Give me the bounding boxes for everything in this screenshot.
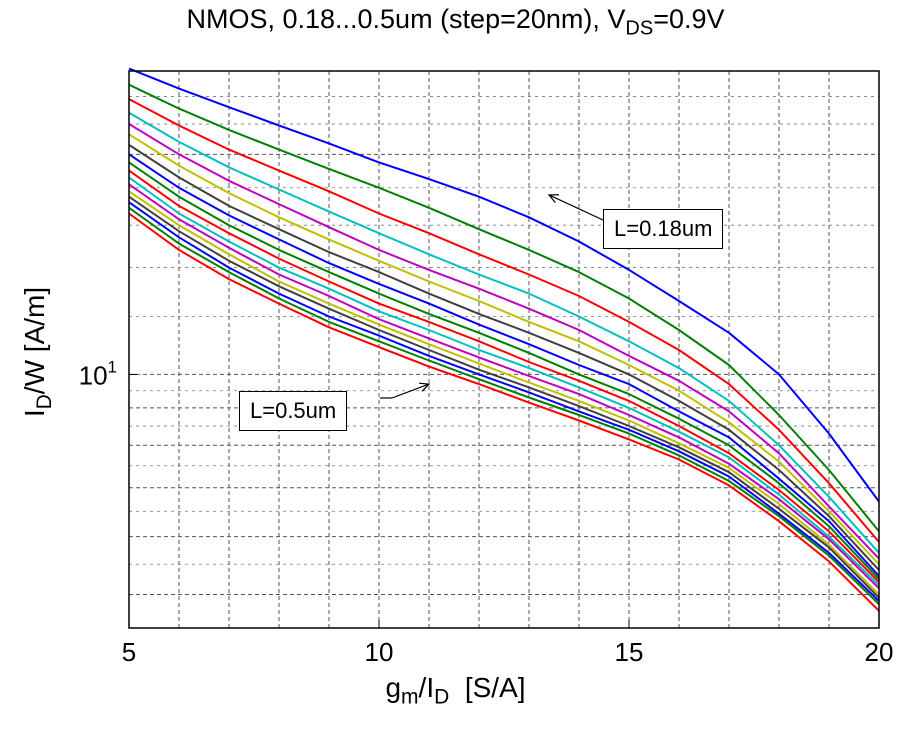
axes-box (128, 70, 880, 629)
x-tick-label: 5 (122, 637, 136, 667)
series-line-14 (128, 195, 880, 599)
series-line-12 (128, 183, 880, 590)
annotation-l05: L=0.5um (239, 391, 348, 431)
series-line-13 (128, 190, 880, 596)
series-line-2 (128, 83, 880, 533)
series-line-8 (128, 153, 880, 577)
x-tick-label: 20 (865, 637, 894, 667)
annotation-l018: L=0.18um (603, 209, 724, 249)
arrow-l05-head (418, 382, 431, 392)
x-tick-label: 10 (365, 637, 394, 667)
annotation-arrows (380, 194, 604, 399)
series-line-6 (128, 133, 880, 565)
y-axis-label: ID/W [A/m] (19, 286, 56, 418)
series-line-1 (128, 67, 880, 503)
series-line-5 (128, 123, 880, 560)
series-line-15 (128, 201, 880, 602)
series-line-9 (128, 161, 880, 580)
arrow-l018 (548, 194, 604, 221)
arrow-l05 (391, 383, 430, 399)
y-tick-label: 101 (79, 357, 117, 390)
series-line-3 (128, 98, 880, 543)
series-line-4 (128, 111, 880, 554)
series-line-11 (128, 176, 880, 586)
series-line-10 (128, 169, 880, 583)
arrow-l018-head (547, 194, 560, 204)
ticks: 5 10 15 20 101 (79, 357, 894, 667)
series-line-7 (128, 144, 880, 571)
x-tick-label: 15 (615, 637, 644, 667)
series-group (128, 67, 880, 612)
x-axis-label: gm/ID [S/A] (385, 672, 526, 709)
series-line-16 (128, 206, 880, 605)
series-line-17 (128, 212, 880, 612)
chart-title: NMOS, 0.18...0.5um (step=20nm), VDS=0.9V (186, 4, 725, 40)
